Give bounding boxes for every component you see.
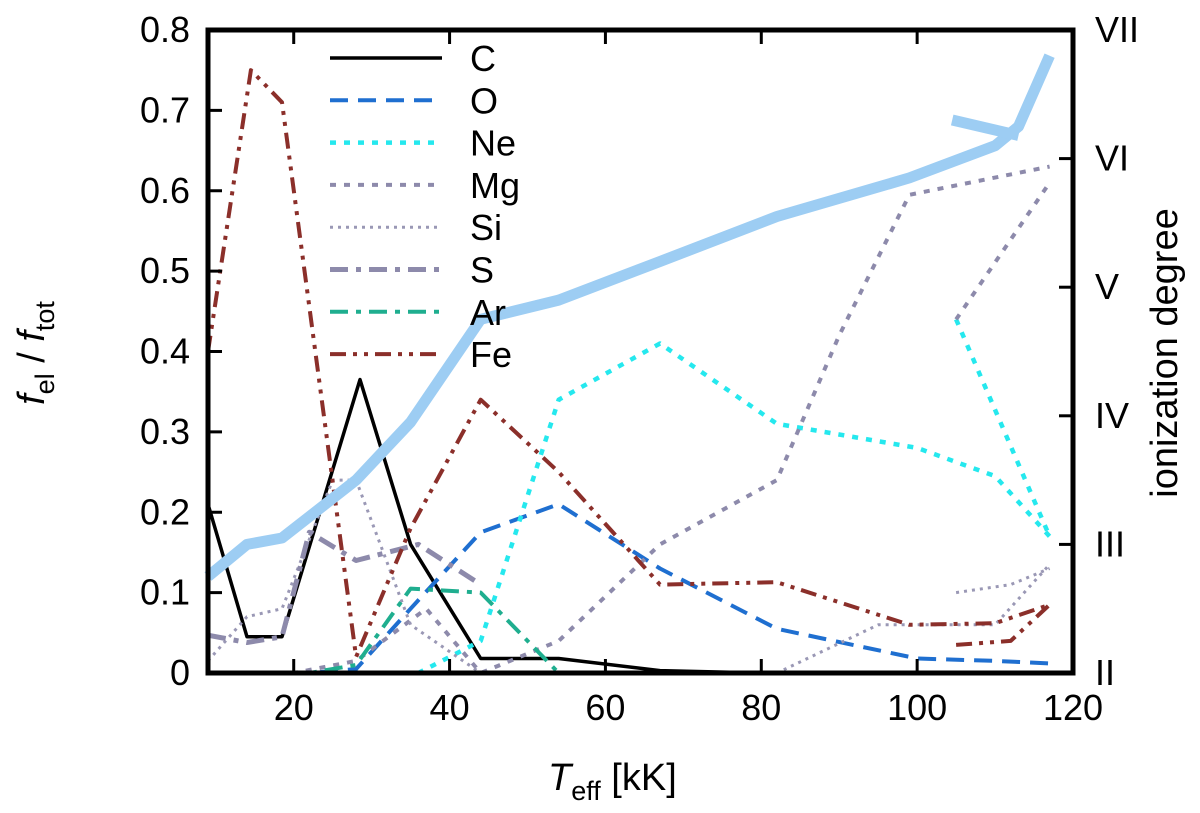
legend-label: Ar [470, 292, 506, 333]
series-layer [208, 68, 1052, 673]
x-tick-label: 40 [430, 687, 470, 728]
y2-tick-label: V [1095, 266, 1119, 307]
ionization-series-layer [204, 53, 1055, 581]
axis-layer: 20 40 60 80 100 120 0 0.1 0.2 0.3 0.4 0.5 0.6 0.7 0.8 I… [140, 9, 1139, 728]
series-line-ne [208, 341, 1052, 673]
legend-item-s: S [330, 250, 494, 291]
y2-tick-label: III [1095, 523, 1125, 564]
y-axis-title-b: f [11, 328, 53, 342]
y-axis-title-sep: / [11, 342, 53, 374]
x-tick-label: 60 [585, 687, 625, 728]
x-tick-label: 120 [1043, 687, 1103, 728]
y-tick-label: 0.1 [140, 572, 190, 613]
legend-item-o: O [330, 80, 498, 121]
legend-item-fe: Fe [330, 334, 512, 375]
y2-axis-title: ionization degree [1144, 208, 1186, 497]
series-line-mg [208, 164, 1050, 673]
legend-item-ne: Ne [330, 123, 516, 164]
x-tick-label: 20 [274, 687, 314, 728]
x-axis-title: Teff [kK] [548, 757, 677, 806]
legend-label: Si [470, 207, 502, 248]
y2-tick-label: II [1095, 652, 1115, 693]
y2-tick-label: VI [1095, 138, 1129, 179]
legend-item-mg: Mg [330, 165, 520, 206]
ionization-degree-line [204, 53, 1055, 581]
legend-item-si: Si [330, 207, 502, 248]
series-line-ne [954, 318, 1052, 538]
x-tick-label: 100 [887, 687, 947, 728]
series-line-c [208, 377, 1050, 673]
y2-tick-label: VII [1095, 9, 1139, 50]
series-line-fe [208, 68, 1051, 659]
y-tick-label: 0.5 [140, 250, 190, 291]
legend-item-ar: Ar [330, 292, 506, 333]
y-tick-label: 0.8 [140, 9, 190, 50]
legend-label: Mg [470, 165, 520, 206]
legend-label: Fe [470, 334, 512, 375]
series-line-mg [954, 181, 1052, 321]
series-line-fe [955, 603, 1051, 647]
ionization-degree-line [950, 114, 1020, 141]
y-tick-label: 0.7 [140, 89, 190, 130]
series-line-ar [208, 586, 561, 673]
series-line-si [955, 567, 1051, 595]
y-tick-label: 0.4 [140, 331, 190, 372]
plot-frame [205, 27, 1076, 676]
legend-label: O [470, 80, 498, 121]
y-axis-title-a-sub: el [30, 373, 60, 394]
y-axis-title: fel / ftot [11, 301, 60, 405]
legend-label: S [470, 250, 494, 291]
y-tick-label: 0.6 [140, 170, 190, 211]
y-tick-label: 0.2 [140, 491, 190, 532]
x-axis-title-rest: [kK] [601, 757, 677, 799]
y-tick-label: 0 [170, 652, 190, 693]
legend-label: Ne [470, 123, 516, 164]
y-tick-label: 0.3 [140, 411, 190, 452]
legend-label: C [470, 38, 496, 79]
y-axis-title-b-sub: tot [30, 301, 60, 332]
y-axis-title-a: f [11, 391, 53, 405]
legend-item-c: C [330, 38, 496, 79]
y2-tick-label: IV [1095, 395, 1129, 436]
series-line-o [208, 502, 1050, 673]
x-axis-title-sub: eff [571, 776, 601, 806]
series-line-s [208, 529, 483, 645]
series-line-si [208, 478, 1051, 673]
x-tick-label: 80 [741, 687, 781, 728]
x-axis-title-main: T [548, 757, 574, 799]
